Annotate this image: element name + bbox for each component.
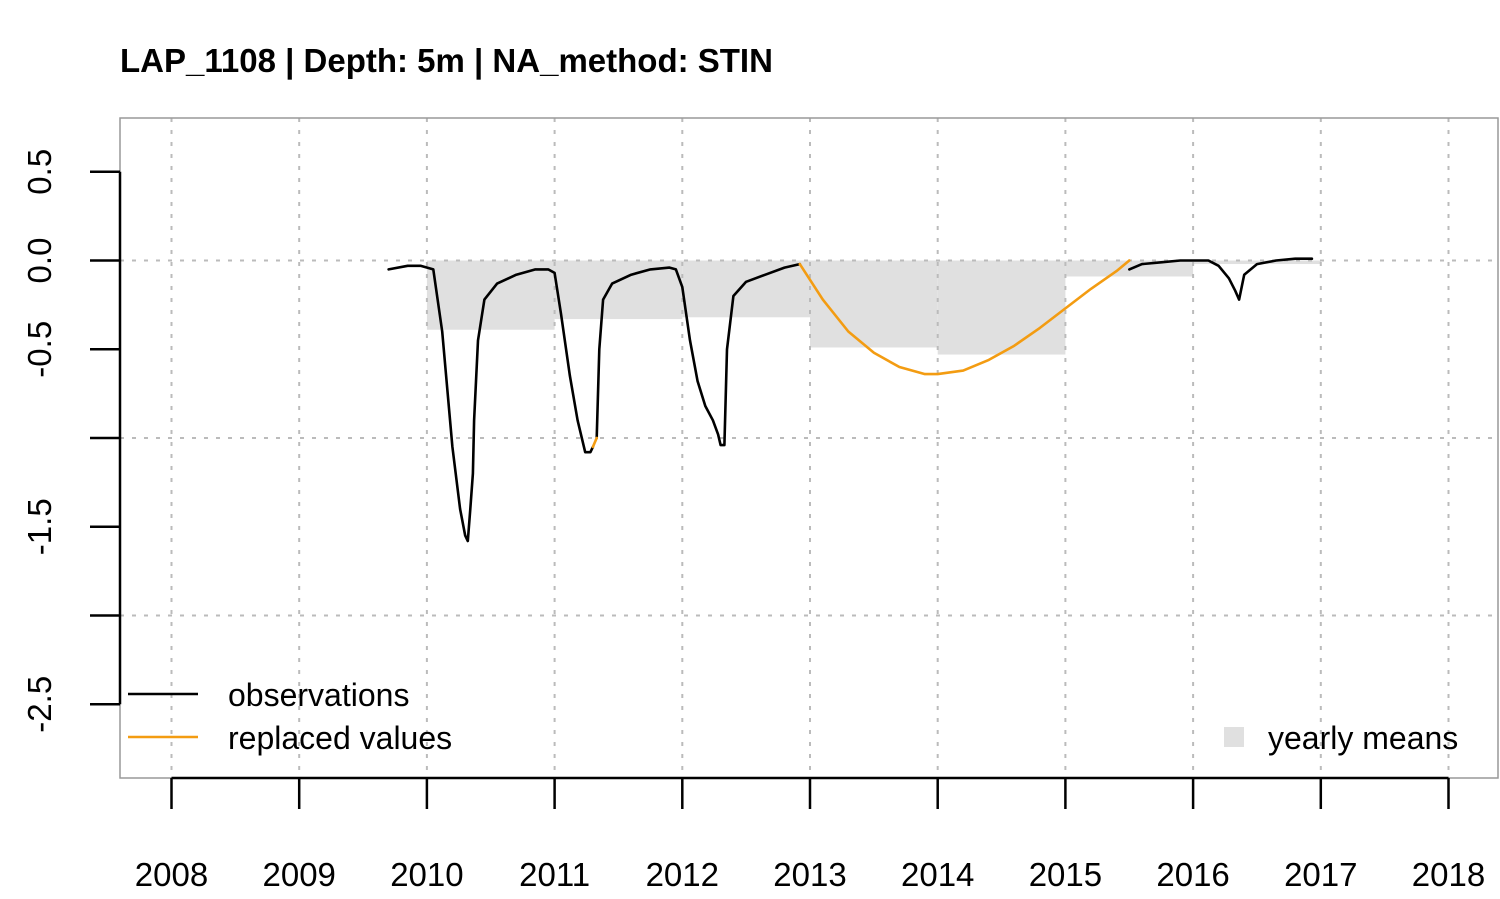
y-tick-label: 0.0: [21, 238, 58, 284]
yearly-mean-bar-2013: [810, 260, 938, 348]
legend-label-replaced-values: replaced values: [228, 720, 452, 756]
x-tick-label: 2016: [1156, 856, 1229, 893]
x-tick-label: 2015: [1029, 856, 1102, 893]
x-tick-label: 2013: [773, 856, 846, 893]
yearly-mean-bar-2016: [1193, 260, 1321, 265]
x-tick-label: 2017: [1284, 856, 1357, 893]
y-tick-label: 0.5: [21, 149, 58, 195]
yearly-mean-bar-2011: [554, 260, 683, 320]
series-line-replaced-1: [798, 259, 1131, 376]
series-layer: [387, 257, 1314, 543]
x-tick-label: 2011: [519, 856, 590, 893]
x-tick-label: 2018: [1412, 856, 1485, 893]
x-tick-label: 2012: [646, 856, 719, 893]
legend-label-yearly-means: yearly means: [1268, 720, 1458, 756]
legend: observations replaced values yearly mean…: [128, 677, 1458, 756]
x-tick-label: 2008: [135, 856, 208, 893]
legend-label-observations: observations: [228, 677, 409, 713]
series-line-observed-0: [387, 264, 595, 543]
yearly-mean-bar-2012: [682, 260, 810, 318]
x-axis: 2008 2009 2010 2011 2012 2013 2014 2015 2016 2017…: [135, 776, 1485, 893]
y-tick-label: -2.5: [21, 676, 58, 733]
series-line-replaced-0: [591, 436, 599, 449]
y-axis: 0.5 0.0 -0.5 -1.5 -2.5: [21, 149, 122, 733]
series-line-observed-2: [1128, 257, 1314, 301]
yearly-mean-bar-2014: [937, 260, 1066, 355]
legend-swatch-yearly-means: [1224, 727, 1244, 747]
y-tick-label: -0.5: [21, 321, 58, 378]
chart-title: LAP_1108 | Depth: 5m | NA_method: STIN: [120, 42, 773, 79]
series-line-observed-1: [595, 262, 802, 447]
yearly-means-layer: [426, 260, 1321, 355]
y-tick-label: -1.5: [21, 498, 58, 555]
yearly-mean-bar-2010: [426, 260, 555, 330]
x-tick-label: 2010: [390, 856, 463, 893]
x-tick-label: 2014: [901, 856, 974, 893]
grid-layer: [120, 118, 1498, 778]
x-tick-label: 2009: [262, 856, 335, 893]
